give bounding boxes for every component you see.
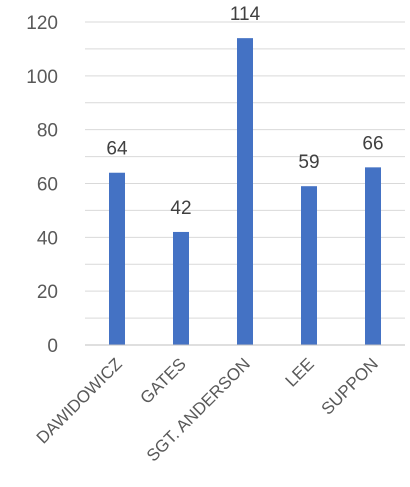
category-label: DAWIDOWICZ — [33, 354, 126, 447]
y-tick-label: 120 — [26, 13, 58, 34]
data-label: 114 — [230, 4, 261, 25]
bar — [237, 38, 253, 346]
y-tick-label: 80 — [37, 121, 58, 142]
data-labels: 64 42 114 59 66 — [106, 4, 383, 219]
data-label: 66 — [362, 133, 383, 154]
data-label: 42 — [170, 198, 191, 219]
category-label: LEE — [282, 354, 318, 390]
y-tick-label: 0 — [47, 336, 58, 357]
y-tick-label: 20 — [37, 282, 58, 303]
bars — [109, 38, 381, 346]
y-axis-tick-labels: 0 20 40 60 80 100 120 — [26, 13, 58, 357]
data-label: 59 — [298, 152, 319, 173]
y-tick-label: 60 — [37, 175, 58, 196]
category-label: SUPPON — [318, 354, 382, 418]
data-label: 64 — [106, 139, 128, 160]
bar — [173, 231, 189, 345]
bar — [301, 186, 317, 345]
bar — [365, 167, 381, 345]
y-tick-label: 40 — [37, 228, 58, 249]
y-tick-label: 100 — [26, 67, 58, 88]
category-label: GATES — [137, 354, 190, 407]
bar — [109, 172, 125, 345]
